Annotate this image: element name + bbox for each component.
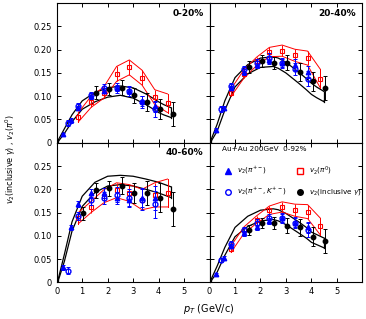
Text: $v_2(\pi^{+-},K^{+-})$: $v_2(\pi^{+-},K^{+-})$: [237, 186, 287, 197]
Text: 0-20%: 0-20%: [172, 9, 203, 18]
Text: $p_T$ (GeV/c): $p_T$ (GeV/c): [183, 302, 234, 316]
Text: $v_2(\pi^{+-})$: $v_2(\pi^{+-})$: [237, 165, 267, 176]
Text: $v_2$(inclusive $\gamma$): $v_2$(inclusive $\gamma$): [309, 187, 362, 197]
Text: $v_2$(inclusive $\gamma$) , $v_2$($\pi^0$): $v_2$(inclusive $\gamma$) , $v_2$($\pi^0…: [4, 115, 18, 204]
Text: 20-40%: 20-40%: [318, 9, 356, 18]
Text: 40-60%: 40-60%: [166, 148, 203, 157]
Text: Au+Au 200GeV  0-92%: Au+Au 200GeV 0-92%: [222, 145, 306, 152]
Text: $v_2(\pi^0)$: $v_2(\pi^0)$: [309, 165, 332, 177]
